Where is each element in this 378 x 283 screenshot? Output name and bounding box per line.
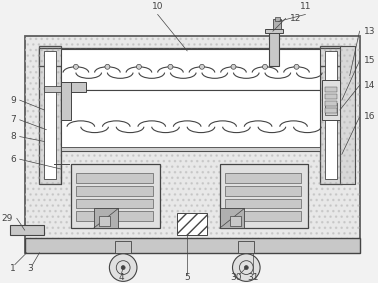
- Circle shape: [136, 64, 141, 69]
- Bar: [76, 211, 153, 221]
- Bar: [322, 80, 340, 120]
- Bar: [39, 46, 61, 184]
- Circle shape: [200, 64, 204, 69]
- Bar: [25, 238, 359, 253]
- Bar: [25, 36, 359, 253]
- Bar: [239, 241, 254, 253]
- Text: 1: 1: [10, 264, 16, 273]
- Bar: [320, 46, 342, 184]
- Bar: [225, 173, 301, 183]
- Text: 5: 5: [184, 273, 190, 282]
- Bar: [61, 49, 320, 90]
- Circle shape: [294, 64, 299, 69]
- Text: 12: 12: [290, 14, 301, 23]
- Text: 3: 3: [28, 264, 34, 273]
- Bar: [320, 46, 342, 184]
- Bar: [44, 51, 56, 179]
- Text: 30: 30: [231, 273, 242, 282]
- Text: 31: 31: [248, 273, 259, 282]
- Bar: [39, 46, 61, 184]
- Bar: [25, 36, 359, 253]
- Text: 9: 9: [10, 96, 16, 105]
- Bar: [99, 216, 110, 226]
- Text: 13: 13: [364, 27, 375, 36]
- Bar: [76, 199, 153, 209]
- Circle shape: [231, 64, 236, 69]
- Circle shape: [244, 266, 248, 269]
- Text: 4: 4: [118, 273, 124, 282]
- Bar: [325, 101, 337, 106]
- Bar: [225, 186, 301, 196]
- Text: 15: 15: [364, 56, 375, 65]
- Circle shape: [232, 254, 260, 281]
- Bar: [225, 199, 301, 209]
- Text: 7: 7: [10, 115, 16, 124]
- Bar: [61, 82, 86, 92]
- Bar: [220, 209, 244, 228]
- Circle shape: [109, 254, 137, 281]
- Bar: [76, 173, 153, 183]
- Text: 6: 6: [10, 155, 16, 164]
- Text: 11: 11: [300, 1, 311, 10]
- Bar: [71, 164, 160, 228]
- Bar: [61, 82, 71, 120]
- Bar: [44, 86, 61, 92]
- Bar: [10, 225, 44, 235]
- Bar: [76, 186, 153, 196]
- Bar: [325, 108, 337, 113]
- Bar: [220, 164, 308, 228]
- Circle shape: [105, 64, 110, 69]
- Bar: [273, 19, 281, 29]
- Bar: [265, 29, 283, 33]
- Text: 10: 10: [152, 1, 163, 10]
- Bar: [94, 209, 118, 228]
- Circle shape: [121, 266, 125, 269]
- Bar: [325, 94, 337, 99]
- Text: 8: 8: [10, 132, 16, 141]
- Bar: [269, 31, 279, 66]
- Circle shape: [168, 64, 173, 69]
- Text: 16: 16: [364, 112, 375, 121]
- Bar: [340, 46, 355, 184]
- Bar: [229, 216, 242, 226]
- Bar: [325, 87, 337, 92]
- Bar: [225, 211, 301, 221]
- Text: 29: 29: [2, 214, 13, 223]
- Bar: [177, 213, 207, 235]
- Bar: [61, 90, 320, 151]
- Bar: [340, 46, 355, 184]
- Bar: [275, 17, 280, 21]
- Bar: [325, 51, 337, 179]
- Bar: [61, 147, 320, 151]
- Bar: [325, 103, 337, 115]
- Bar: [115, 241, 131, 253]
- Circle shape: [73, 64, 78, 69]
- Bar: [39, 48, 342, 66]
- Circle shape: [263, 64, 268, 69]
- Text: 14: 14: [364, 81, 375, 90]
- Bar: [39, 48, 342, 66]
